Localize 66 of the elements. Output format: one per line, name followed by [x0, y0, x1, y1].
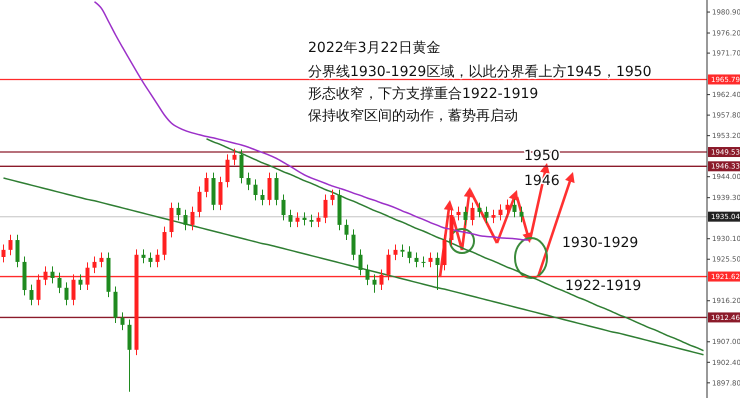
- candlestick: [366, 264, 370, 286]
- candlestick: [492, 209, 496, 224]
- candlestick: [64, 282, 68, 306]
- candlestick: [324, 194, 328, 224]
- candlestick: [310, 214, 314, 228]
- candlestick: [190, 206, 194, 231]
- candlestick: [288, 209, 292, 228]
- candlestick: [470, 202, 474, 226]
- candlestick: [50, 266, 54, 284]
- candlestick: [274, 172, 278, 206]
- candlestick: [58, 272, 62, 294]
- candlestick: [316, 212, 320, 228]
- candlestick: [498, 204, 502, 221]
- candlestick: [414, 252, 418, 268]
- candlestick: [260, 189, 264, 206]
- candlestick: [142, 248, 146, 264]
- candlestick: [78, 274, 82, 291]
- candlestick: [156, 248, 160, 268]
- candlestick: [478, 202, 482, 218]
- candlestick: [268, 172, 272, 206]
- candlestick: [428, 252, 432, 268]
- candlestick: [358, 248, 362, 276]
- candlestick: [520, 206, 524, 223]
- candlestick: [254, 178, 258, 201]
- candlestick: [344, 219, 348, 241]
- candlestick: [8, 234, 12, 256]
- candlestick: [100, 252, 104, 268]
- candlestick: [484, 206, 488, 224]
- candlestick: [176, 202, 180, 221]
- candlestick: [198, 186, 202, 218]
- candlestick: [506, 198, 510, 216]
- candlestick: [148, 252, 152, 268]
- candlestick: [302, 212, 306, 226]
- candlestick: [240, 148, 244, 184]
- candlestick: [162, 226, 166, 261]
- candlestick: [296, 212, 300, 228]
- candlestick: [226, 154, 230, 188]
- annotation: 2022年3月22日黄金: [308, 40, 440, 56]
- candlestick: [218, 176, 222, 211]
- candlestick: [408, 246, 412, 264]
- candlestick: [282, 194, 286, 221]
- candlestick: [330, 189, 334, 206]
- annotation: 分界线1930-1929区域，以此分界看上方1945，1950: [308, 64, 652, 80]
- candlestick: [512, 198, 516, 218]
- candlestick: [246, 172, 250, 191]
- candlestick: [232, 148, 236, 166]
- candlestick: [352, 228, 356, 261]
- candlestick: [394, 244, 398, 261]
- annotation: 1930-1929: [562, 235, 638, 251]
- candlestick: [456, 206, 460, 221]
- candlestick: [184, 209, 188, 231]
- annotation: 1922-1919: [565, 278, 642, 294]
- candlestick: [120, 312, 124, 331]
- candlestick: [372, 274, 376, 294]
- candlestick: [422, 256, 426, 268]
- candlestick: [2, 244, 6, 263]
- candlestick: [16, 234, 20, 268]
- annotation: 1950: [524, 148, 560, 164]
- candlestick: [204, 172, 208, 198]
- candlestick: [30, 284, 34, 306]
- annotation: 形态收窄，下方支撑重合1922-1919: [308, 86, 538, 102]
- candlestick: [464, 206, 468, 226]
- candlestick: [92, 256, 96, 274]
- line-series: [206, 138, 704, 352]
- candlestick: [436, 252, 440, 291]
- annotation: 保持收窄区间的动作，蓄势再启动: [308, 108, 518, 124]
